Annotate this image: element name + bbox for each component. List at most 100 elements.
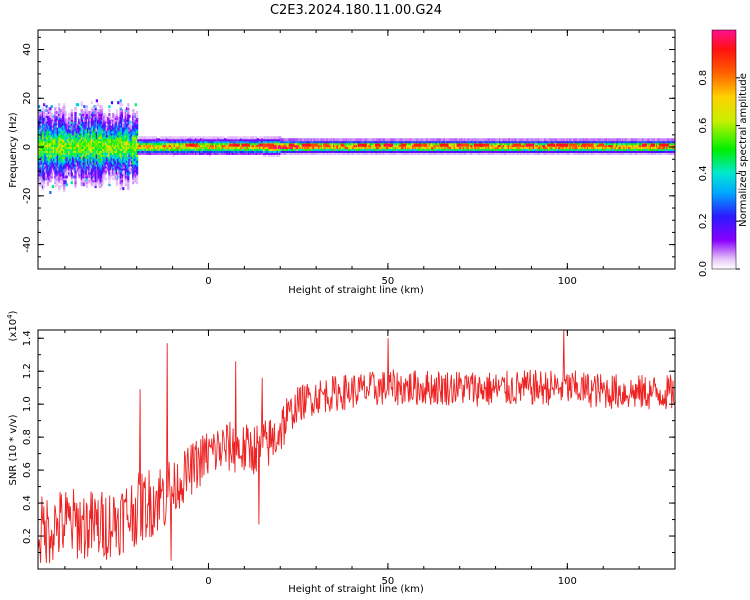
heat-cell — [330, 151, 333, 155]
heat-cell — [289, 151, 292, 155]
heat-cell — [221, 144, 224, 148]
heat-cell — [39, 150, 42, 153]
heat-cell — [119, 140, 122, 144]
heat-cell — [276, 150, 279, 153]
heat-cell — [41, 136, 44, 140]
heat-cell — [305, 138, 308, 142]
heat-cell — [102, 118, 105, 122]
heat-cell — [413, 150, 416, 153]
heat-cell — [213, 148, 216, 151]
heat-cell — [364, 138, 367, 142]
heat-cell — [88, 134, 91, 138]
heat-cell — [85, 177, 88, 181]
heat-cell — [80, 157, 83, 161]
heat-cell — [222, 151, 225, 155]
heat-cell — [185, 148, 188, 151]
heat-cell — [201, 144, 204, 148]
heat-cell — [166, 138, 169, 142]
heat-cell — [63, 173, 66, 177]
heat-cell — [133, 126, 136, 130]
heat-cell — [475, 151, 478, 155]
heat-cell — [182, 142, 185, 146]
heat-cell — [255, 151, 258, 155]
heat-cell — [41, 122, 44, 126]
heat-cell — [70, 159, 73, 163]
heat-cell — [99, 124, 102, 128]
heat-cell — [363, 138, 366, 142]
heat-cell — [264, 140, 267, 144]
heat-cell — [333, 142, 336, 146]
heat-cell — [218, 151, 222, 155]
heat-cell — [226, 148, 229, 151]
heat-cell — [465, 138, 468, 142]
heat-cell — [439, 150, 443, 153]
heat-cell — [231, 136, 234, 140]
heat-cell — [128, 126, 131, 130]
heat-cell — [138, 151, 141, 155]
heat-cell — [389, 148, 392, 151]
heat-cell — [284, 151, 287, 155]
heat-cell — [187, 150, 190, 153]
heat-cell — [64, 134, 67, 138]
heat-cell — [432, 150, 435, 153]
heat-cell — [82, 161, 85, 165]
heat-cell — [70, 118, 73, 122]
heat-cell — [354, 146, 357, 150]
heat-cell — [65, 159, 68, 163]
heat-cell — [401, 140, 404, 144]
heat-cell — [169, 151, 173, 155]
heat-cell — [173, 146, 176, 150]
heat-cell — [71, 138, 75, 142]
heat-cell — [125, 150, 129, 153]
heat-cell — [153, 138, 156, 142]
heat-cell — [134, 132, 137, 136]
heat-cell — [55, 134, 58, 138]
heat-cell — [154, 136, 157, 140]
heat-cell — [128, 163, 131, 167]
heat-cell — [125, 151, 129, 155]
heat-cell — [70, 146, 73, 150]
heat-cell — [174, 148, 178, 151]
heat-cell — [159, 146, 162, 150]
heat-cell — [149, 136, 152, 140]
heat-cell — [78, 126, 81, 130]
heat-cell — [63, 112, 66, 116]
heat-cell — [90, 146, 93, 150]
heat-cell — [412, 144, 415, 148]
heat-cell — [59, 185, 62, 189]
heat-cell — [451, 144, 454, 148]
heat-cell — [45, 105, 48, 109]
heat-cell — [88, 140, 91, 144]
heat-cell — [288, 150, 291, 153]
heat-cell — [60, 179, 63, 183]
heat-cell — [349, 140, 352, 144]
heat-cell — [45, 169, 48, 173]
heat-cell — [223, 140, 227, 144]
heat-cell — [45, 122, 48, 126]
heat-cell — [225, 138, 228, 142]
heat-cell — [255, 146, 258, 150]
heat-cell — [249, 146, 252, 150]
heat-cell — [350, 142, 353, 146]
heat-cell — [108, 116, 111, 120]
heat-cell — [93, 124, 96, 128]
heat-cell — [59, 140, 62, 144]
heat-cell — [38, 153, 41, 157]
heat-cell — [66, 151, 70, 155]
heat-cell — [129, 144, 132, 148]
heat-cell — [46, 112, 49, 116]
heat-cell — [89, 136, 92, 140]
heat-cell — [478, 150, 482, 153]
heat-cell — [74, 136, 77, 140]
heat-cell — [128, 161, 131, 165]
heat-cell — [115, 118, 119, 122]
heat-cell — [108, 157, 111, 161]
heat-cell — [75, 148, 78, 151]
heat-cell — [156, 144, 159, 148]
heat-cell — [421, 144, 424, 148]
heat-cell — [187, 146, 190, 150]
heat-cell — [102, 126, 105, 130]
heat-cell — [151, 140, 154, 144]
heat-cell — [46, 173, 49, 177]
heat-cell — [406, 144, 409, 148]
